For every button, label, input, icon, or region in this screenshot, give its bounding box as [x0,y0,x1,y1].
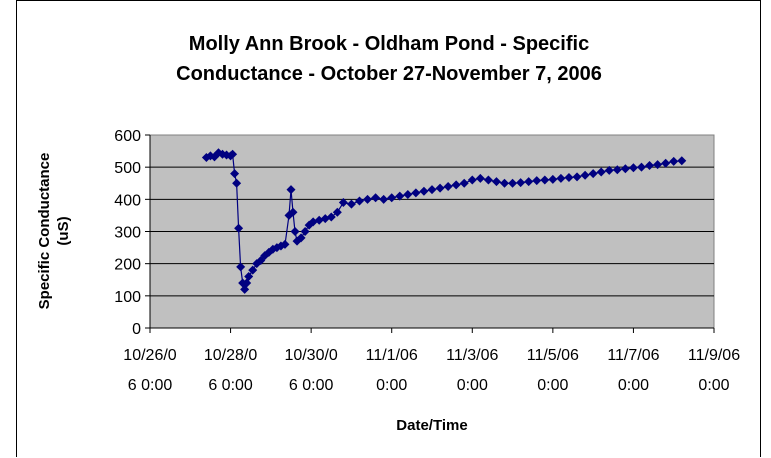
y-tick-label: 200 [114,257,141,274]
y-tick-label: 100 [114,289,141,306]
x-tick-label: 0:00 [698,377,729,394]
data-point-marker [612,165,622,175]
data-point-marker [427,185,437,195]
data-point-marker [419,186,429,196]
y-tick-label: 500 [114,160,141,177]
data-point-marker [236,262,246,272]
data-point-marker [435,183,445,193]
data-point-marker [516,178,526,188]
data-point-marker [524,177,534,187]
data-point-marker [443,181,453,191]
data-point-marker [636,162,646,172]
x-tick-label: 0:00 [537,377,568,394]
x-tick-label: 11/9/06 [688,347,740,364]
data-point-marker [500,178,510,188]
data-point-marker [395,191,405,201]
x-tick-label: 6 0:00 [208,377,253,394]
data-point-marker [677,156,687,166]
y-tick-label: 0 [132,321,141,338]
x-tick-label: 10/30/0 [284,347,337,364]
data-point-marker [604,165,614,175]
data-point-marker [403,190,413,200]
x-tick-label: 0:00 [376,377,407,394]
y-tick-label: 400 [114,192,141,209]
x-tick-label: 0:00 [618,377,649,394]
data-point-marker [338,198,348,208]
x-tick-label: 6 0:00 [128,377,173,394]
data-point-marker [244,272,254,282]
x-tick-label: 11/5/06 [527,347,579,364]
data-point-marker [491,177,501,187]
y-axis-ticks: 0 100 200 300 400 500 600 [114,128,714,338]
data-point-marker [645,161,655,171]
data-point-marker [248,265,258,275]
y-tick-label: 600 [114,128,141,145]
chart-title-line-2: Conductance - October 27-November 7, 200… [176,63,602,85]
data-point-marker [411,188,421,198]
x-tick-label: 10/28/0 [204,347,257,364]
x-tick-label: 11/1/06 [366,347,418,364]
x-tick-label: 0:00 [457,377,488,394]
y-tick-label: 300 [114,225,141,242]
data-point-marker [596,167,606,177]
data-point-marker [387,193,397,203]
gridlines [150,166,714,297]
x-axis-ticks: 10/26/0 6 0:00 10/28/0 6 0:00 10/30/0 6 0:00 1… [123,328,740,394]
data-point-marker [508,178,518,188]
x-tick-label: 11/7/06 [607,347,659,364]
data-point-marker [371,193,381,203]
x-tick-label: 10/26/0 [123,347,176,364]
data-point-marker [653,160,663,170]
data-point-marker [572,172,582,182]
data-point-marker [628,163,638,173]
data-point-marker [296,233,306,243]
x-axis-label: Date/Time [396,417,467,434]
x-tick-label: 11/3/06 [446,347,498,364]
data-point-marker [346,199,356,209]
data-point-marker [232,178,242,188]
data-point-marker [661,158,671,168]
data-point-marker [280,239,290,249]
data-point-marker [234,223,244,233]
data-point-marker [459,178,469,188]
data-point-marker [620,164,630,174]
chart-title-line-1: Molly Ann Brook - Oldham Pond - Specific [189,33,589,55]
data-point-marker [669,156,679,166]
data-point-marker [354,196,364,206]
chart-frame [16,0,761,457]
data-point-marker [228,149,238,159]
data-point-marker [286,185,296,195]
data-point-marker [300,227,310,236]
data-point-marker [532,176,542,186]
data-point-marker [556,173,566,183]
series-specific-conductance [201,148,687,294]
data-point-marker [230,169,240,179]
x-tick-label: 6 0:00 [289,377,334,394]
data-point-marker [467,175,477,185]
data-point-marker [379,194,389,204]
data-point-marker [548,174,558,184]
y-axis-label-line-1: Specific Conductance [36,153,53,310]
y-axis-label-line-2: (uS) [55,216,72,245]
data-point-marker [451,180,461,190]
data-point-marker [475,173,485,183]
data-point-marker [588,169,598,179]
data-point-marker [483,175,493,185]
data-point-marker [332,207,342,217]
data-point-marker [363,194,373,204]
data-point-marker [290,227,300,236]
data-point-marker [326,212,336,222]
data-point-marker [580,170,590,180]
data-point-marker [564,172,574,182]
data-point-marker [540,175,550,185]
data-point-marker [288,207,298,217]
